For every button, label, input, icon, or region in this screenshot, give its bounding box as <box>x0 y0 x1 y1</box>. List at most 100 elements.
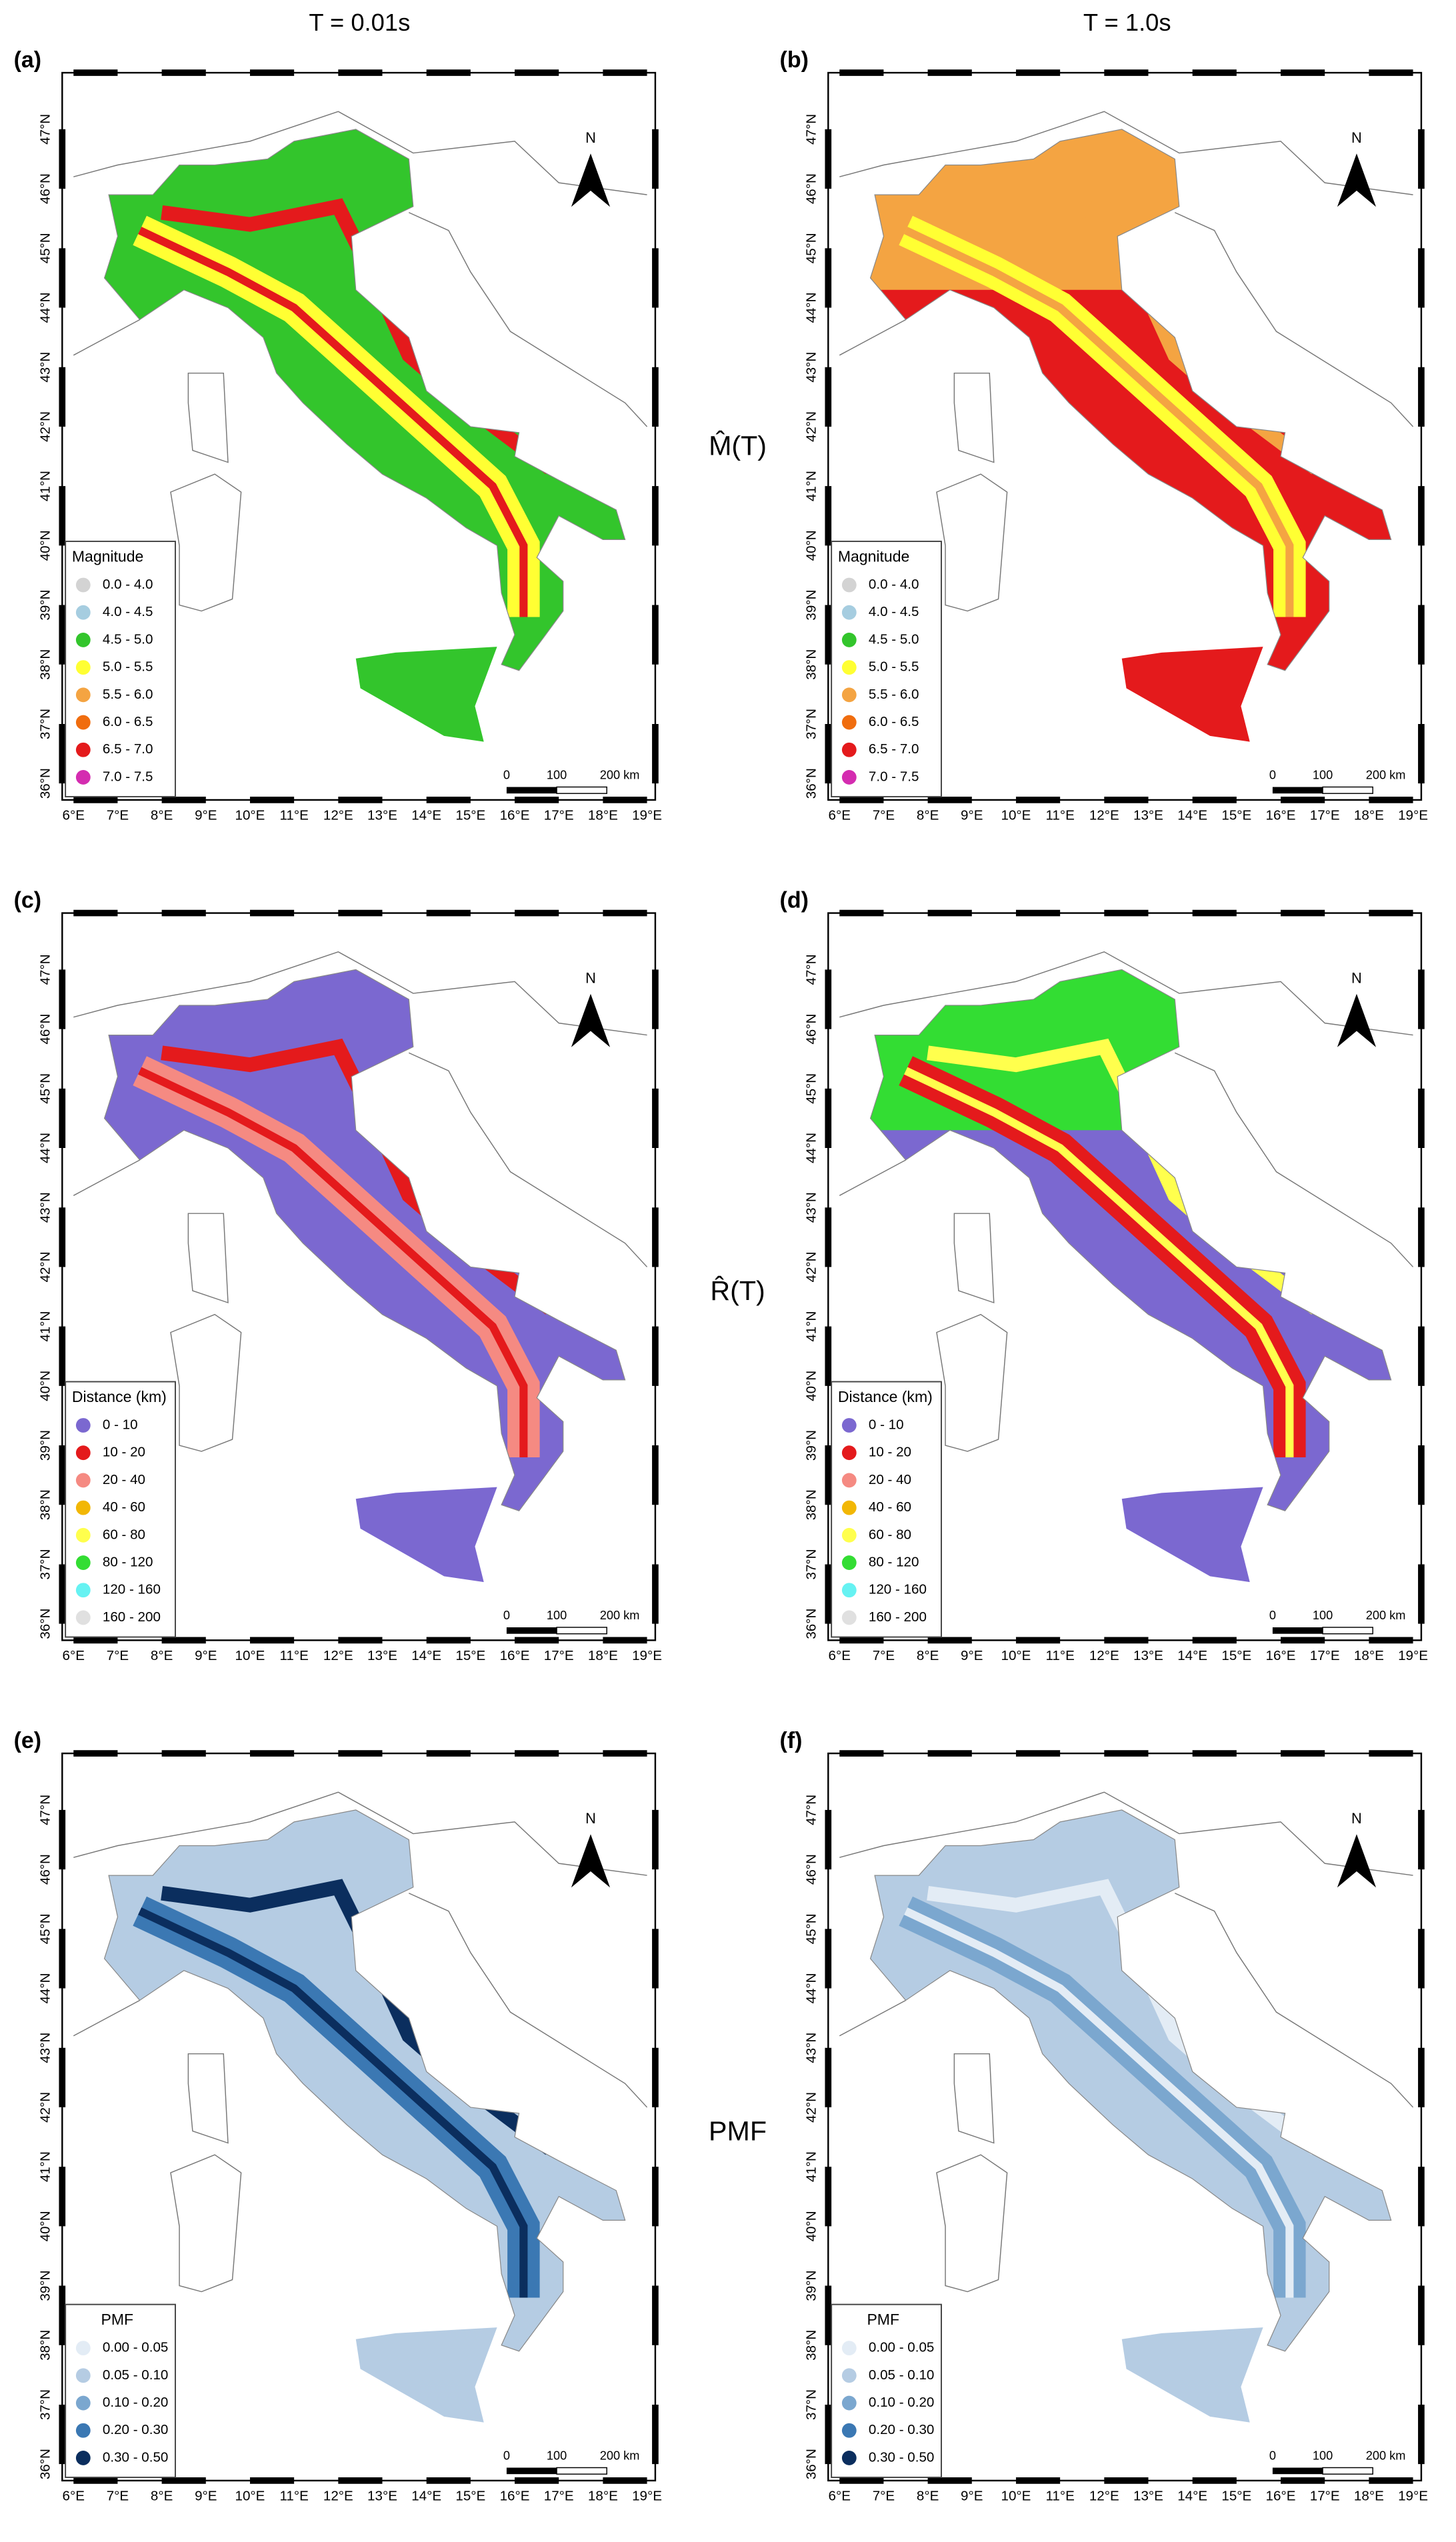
legend-swatch <box>75 660 91 675</box>
y-tick-label: 46°N <box>37 1014 53 1045</box>
x-tick-label: 11°E <box>1045 808 1074 823</box>
zone-band <box>904 227 1294 617</box>
scale-label: 100 <box>547 1609 567 1622</box>
x-tick-label: 17°E <box>544 1648 574 1663</box>
island-outline <box>936 473 1008 612</box>
x-tick-label: 6°E <box>829 808 851 823</box>
island-outline <box>936 1313 1008 1452</box>
legend-label: 80 - 120 <box>103 1554 153 1569</box>
x-tick-label: 10°E <box>1001 1648 1031 1663</box>
x-tick-label: 11°E <box>279 808 308 823</box>
y-tick-label: 41°N <box>37 471 53 501</box>
scale-label: 0 <box>503 1609 510 1622</box>
x-tick-label: 17°E <box>1310 1648 1340 1663</box>
x-tick-label: 14°E <box>411 2489 441 2504</box>
legend-label: 7.0 - 7.5 <box>103 769 153 784</box>
legend-label: 5.0 - 5.5 <box>103 659 153 675</box>
y-tick-label: 41°N <box>37 1311 53 1342</box>
y-tick-label: 39°N <box>803 1430 819 1461</box>
north-label: N <box>1351 970 1362 987</box>
row-label: M̂(T) <box>709 430 767 461</box>
scale-label: 0 <box>1269 768 1276 781</box>
scale-bar <box>506 787 557 794</box>
island-outline <box>936 2154 1008 2293</box>
x-tick-label: 8°E <box>151 1648 173 1663</box>
y-tick-label: 43°N <box>803 1192 819 1223</box>
legend-swatch <box>841 715 857 730</box>
x-tick-label: 17°E <box>544 808 574 823</box>
border-line <box>1174 212 1414 427</box>
y-tick-label: 38°N <box>37 1489 53 1520</box>
scale-label: 200 km <box>1366 2449 1406 2462</box>
legend-swatch <box>75 1555 91 1570</box>
x-tick-label: 12°E <box>323 808 353 823</box>
legend-label: 4.5 - 5.0 <box>869 631 919 647</box>
x-tick-label: 14°E <box>1177 2489 1207 2504</box>
border-line <box>73 319 140 356</box>
legend-label: 0 - 10 <box>103 1417 138 1432</box>
x-tick-label: 18°E <box>588 808 618 823</box>
x-tick-label: 10°E <box>235 2489 265 2504</box>
legend-swatch <box>75 1527 91 1543</box>
y-tick-label: 40°N <box>803 530 819 561</box>
legend-swatch <box>75 2423 91 2438</box>
island-outline <box>953 2053 995 2144</box>
border-line <box>839 111 1413 195</box>
x-tick-label: 8°E <box>151 2489 173 2504</box>
x-tick-label: 16°E <box>500 808 530 823</box>
y-tick-label: 47°N <box>37 1795 53 1825</box>
italy-outline <box>869 129 1392 671</box>
scale-label: 0 <box>1269 1609 1276 1622</box>
legend-label: 0.30 - 0.50 <box>869 2449 934 2465</box>
legend-label: 160 - 200 <box>869 1609 927 1625</box>
island-outline <box>953 1213 995 1304</box>
zone-band <box>138 1907 528 2298</box>
x-tick-label: 7°E <box>873 808 895 823</box>
legend-swatch <box>75 633 91 647</box>
y-tick-label: 40°N <box>803 2211 819 2241</box>
y-tick-label: 46°N <box>37 173 53 204</box>
x-tick-label: 13°E <box>1133 2489 1163 2504</box>
x-tick-label: 10°E <box>1001 2489 1031 2504</box>
italy-outline <box>103 129 626 671</box>
scale-label: 100 <box>1313 768 1333 781</box>
y-tick-label: 40°N <box>37 2211 53 2241</box>
legend-box <box>831 2303 942 2479</box>
legend-swatch <box>841 605 857 620</box>
legend-label: 6.0 - 6.5 <box>869 714 919 729</box>
legend-label: 0.00 - 0.05 <box>103 2340 168 2355</box>
legend-title: Magnitude <box>838 547 909 565</box>
y-tick-label: 45°N <box>37 1913 53 1944</box>
x-tick-label: 10°E <box>235 1648 265 1663</box>
x-tick-label: 18°E <box>588 2489 618 2504</box>
x-tick-label: 12°E <box>323 1648 353 1663</box>
scale-label: 0 <box>503 2449 510 2462</box>
legend-swatch <box>841 1555 857 1570</box>
island-outline <box>187 372 229 463</box>
y-tick-label: 45°N <box>803 1913 819 1944</box>
scale-label: 100 <box>1313 2449 1333 2462</box>
legend-title: PMF <box>867 2311 899 2328</box>
italy-outline <box>103 1809 626 2352</box>
y-tick-label: 46°N <box>37 1854 53 1885</box>
x-tick-label: 14°E <box>411 1648 441 1663</box>
border-line <box>73 111 647 195</box>
y-tick-label: 40°N <box>37 1371 53 1401</box>
legend-label: 4.0 - 4.5 <box>869 604 919 619</box>
zone-band <box>904 1067 1294 1457</box>
island-outline <box>170 473 242 612</box>
x-tick-label: 15°E <box>1221 2489 1251 2504</box>
legend-label: 0.20 - 0.30 <box>103 2422 168 2437</box>
scale-label: 0 <box>1269 2449 1276 2462</box>
legend-swatch <box>841 1473 857 1488</box>
x-tick-label: 14°E <box>1177 808 1207 823</box>
zone-band <box>138 1067 528 1457</box>
y-tick-label: 46°N <box>803 1014 819 1045</box>
x-tick-label: 14°E <box>411 808 441 823</box>
x-tick-label: 15°E <box>455 2489 485 2504</box>
x-tick-label: 8°E <box>917 2489 939 2504</box>
x-tick-label: 12°E <box>1089 1648 1119 1663</box>
legend-swatch <box>75 1418 91 1433</box>
panel-label: (e) <box>14 1728 41 1753</box>
legend-label: 0.10 - 0.20 <box>869 2395 934 2410</box>
